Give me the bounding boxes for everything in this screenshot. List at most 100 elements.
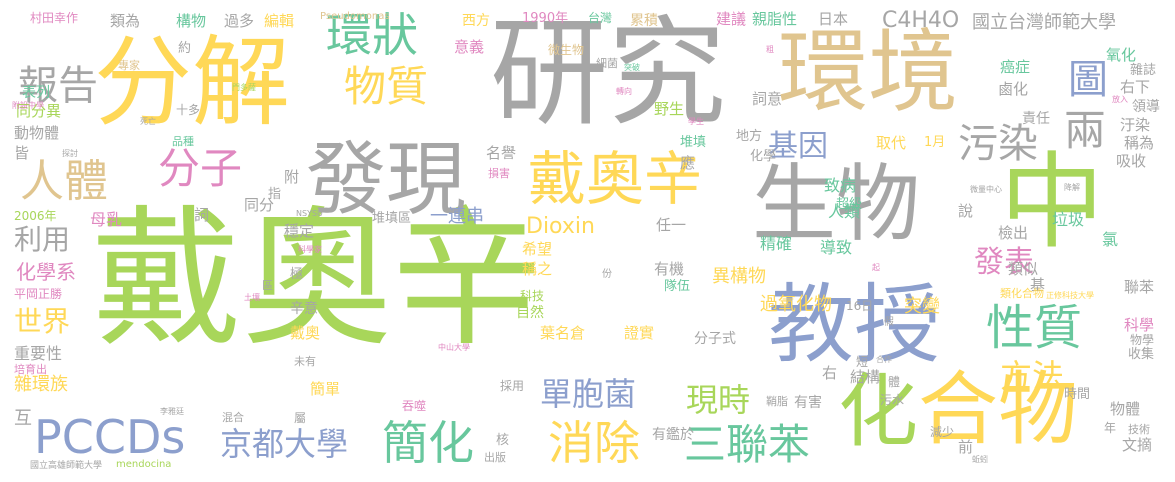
word-chengwei: 稱為: [1124, 134, 1155, 152]
word-jie: 皆: [14, 144, 30, 162]
word-1yue: 1月: [924, 135, 946, 150]
word-yesheng: 野生: [654, 100, 685, 118]
word-ntnu: 國立台灣師範大學: [972, 12, 1116, 33]
word-weiliangzhongxin: 微量中心: [970, 185, 1002, 194]
word-danbaojun: 單胞菌: [540, 375, 637, 413]
word-nsysu: NSYSU: [296, 209, 323, 218]
word-menduosa: 門多薩: [232, 83, 256, 92]
word-jia: 假: [884, 317, 894, 328]
word-taiwan: 台灣: [588, 11, 613, 25]
word-wuti: 物體: [1110, 400, 1141, 418]
word-duiwu: 隊伍: [664, 279, 691, 294]
word-youhai: 有害: [794, 395, 822, 411]
word-duitianqu: 堆填區: [372, 211, 412, 226]
word-luhua: 鹵化: [998, 80, 1029, 98]
word-fangfa: 方法: [1000, 357, 1065, 395]
word-ciyi: 詞意: [752, 90, 783, 108]
word-qudai: 取代: [876, 134, 907, 152]
word-weisheng: 微生物: [548, 43, 585, 57]
word-baogao: 報告: [18, 63, 98, 109]
word-zhuanjia: 專家: [118, 59, 140, 72]
word-jingque: 精確: [760, 234, 793, 253]
word-wuran2: 汙染: [1120, 116, 1151, 134]
word-lianben: 聯苯: [1124, 278, 1155, 296]
word-daiao: 戴奧: [290, 324, 321, 342]
word-ziran: 自然: [516, 305, 544, 321]
word-fabiao: 發表: [974, 245, 1034, 280]
word-lv: 氯: [1102, 230, 1119, 249]
word-guoyanghuawu: 過氧化物: [760, 294, 832, 315]
word-jiyin: 基因: [768, 129, 828, 164]
word-huanjing: 環境: [778, 20, 958, 125]
word-tubian: 突變: [904, 296, 940, 317]
word-ti: 體: [888, 375, 901, 389]
word-1990: 1990年: [522, 11, 569, 26]
word-qu: 區: [262, 279, 273, 292]
word-fushezhongxue: 附設中學: [12, 101, 44, 110]
word-shu: 屬: [294, 411, 307, 425]
word-qiuyin: 蚯蚓: [972, 455, 988, 464]
word-shengwu: 生物: [752, 155, 921, 253]
word-shijie: 世界: [14, 305, 71, 338]
word-duan: 短: [856, 355, 869, 369]
word-mingyu: 名譽: [486, 144, 517, 162]
word-shijian: 時間: [1064, 387, 1091, 402]
word-biaolie: 表列: [22, 85, 50, 101]
word-kexue: 科學: [1124, 316, 1155, 334]
word-zazhi: 雜誌: [1130, 63, 1157, 78]
word-youxia: 右下: [1120, 78, 1151, 96]
word-wuzhi: 物質: [344, 62, 429, 111]
word-cu: 粗: [766, 45, 774, 54]
word-liang: 兩: [1064, 106, 1107, 155]
word-chengzhi: 稱之: [522, 260, 553, 278]
word-tunshi: 吞噬: [402, 399, 427, 413]
word-pseudomonas: Pseudomonas: [320, 11, 390, 22]
word-tu: 圖: [1068, 57, 1108, 103]
word-zeren: 責任: [1022, 111, 1050, 127]
word-gouwu: 構物: [176, 12, 207, 30]
word-pinggang: 平岡正勝: [14, 287, 63, 301]
word-tongfenyi: 同分異: [16, 102, 62, 120]
word-zhibing: 致病: [824, 176, 857, 195]
word-pinzhong: 品種: [172, 135, 194, 148]
word-dioxin: Dioxin: [526, 214, 595, 239]
word-cuntian: 村田幸作: [30, 11, 79, 25]
word-liyong: 利用: [14, 223, 71, 256]
word-fen: 份: [602, 269, 612, 280]
word-zhengxiu: 正修科技大學: [1046, 291, 1094, 300]
word-zhuanxiang: 轉向: [616, 87, 632, 96]
word-weiyou: 未有: [294, 355, 316, 368]
word-fenzishi: 分子式: [694, 331, 736, 347]
word-xinyi: 辛意: [290, 301, 318, 317]
word-siwang: 死亡: [140, 117, 156, 126]
word-laji: 垃圾: [1052, 210, 1085, 229]
word-ci: 詞: [194, 206, 210, 224]
word-leihuahewu: 類化合物: [1000, 287, 1044, 300]
word-yiyi: 意義: [454, 38, 485, 56]
word-fenjie: 分解: [94, 26, 291, 140]
word-you: 右: [822, 364, 838, 382]
word-xishou: 吸收: [1116, 152, 1147, 170]
word-nian: 年: [1104, 421, 1117, 435]
word-hu: 互: [14, 408, 32, 429]
word-liyating: 李雅廷: [160, 407, 184, 416]
word-daioxin-main: 戴奧辛: [92, 193, 543, 367]
word-pccds: PCCDs: [34, 410, 186, 464]
word-leisi: 類似: [1008, 260, 1039, 278]
word-zhi: 指: [268, 187, 282, 202]
word-jianhua: 簡化: [382, 416, 474, 470]
word-c4h4o: C4H4O: [882, 8, 960, 33]
word-faxian: 發現: [306, 133, 466, 226]
word-chuban: 出版: [484, 451, 506, 464]
word-renlei: 人類: [828, 202, 861, 221]
word-hua: 化: [838, 365, 918, 458]
word-jiandan: 簡單: [310, 380, 341, 398]
word-leiji: 累積: [630, 13, 658, 29]
word-jishu: 技術: [1128, 423, 1150, 436]
word-chaoji: 超級: [836, 197, 863, 212]
word-tongfen: 同分: [244, 196, 275, 214]
word-qian: 前: [958, 438, 974, 456]
word-he: 核: [496, 433, 510, 448]
word-zhengshi: 證實: [624, 324, 655, 342]
word-tantao: 探討: [62, 149, 78, 158]
